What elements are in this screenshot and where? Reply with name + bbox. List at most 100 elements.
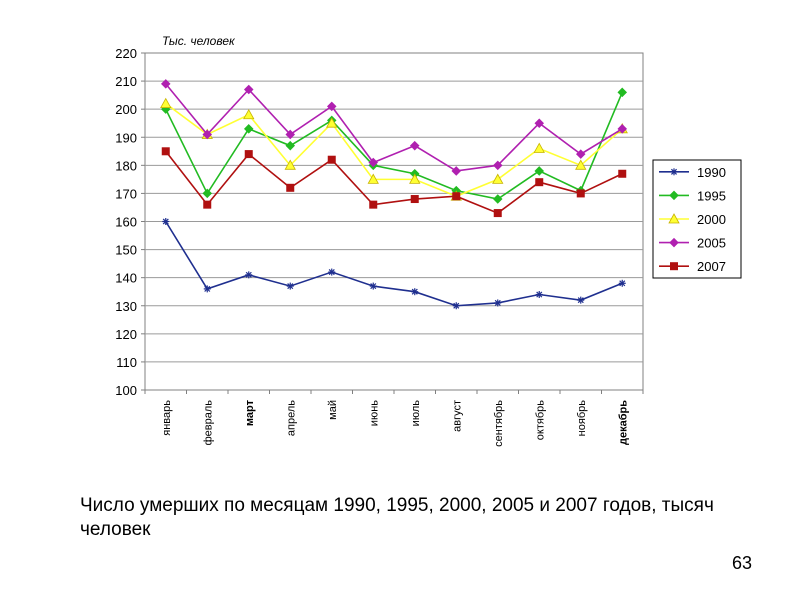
chart-caption: Число умерших по месяцам 1990, 1995, 200… xyxy=(80,495,714,540)
x-tick-label: август xyxy=(451,400,463,432)
data-point xyxy=(285,129,296,140)
data-point xyxy=(243,84,254,95)
legend-item: 2005 xyxy=(659,236,726,251)
data-point xyxy=(285,140,296,151)
data-point xyxy=(575,159,587,170)
data-point xyxy=(534,118,545,128)
data-point xyxy=(160,97,172,108)
data-point xyxy=(162,218,170,225)
data-point xyxy=(244,150,253,159)
data-point xyxy=(668,213,680,224)
y-tick-label: 210 xyxy=(115,74,137,89)
legend-item: 2007 xyxy=(659,259,726,274)
x-tick-label: сентябрь xyxy=(493,400,505,447)
data-point xyxy=(576,189,585,198)
data-point xyxy=(368,157,379,168)
legend-label: 2005 xyxy=(697,236,726,251)
data-point xyxy=(492,160,503,171)
x-tick-label: ноябрь xyxy=(576,400,588,437)
data-point xyxy=(494,299,502,307)
legend-label: 2000 xyxy=(697,212,726,227)
series-line xyxy=(165,92,623,200)
data-point xyxy=(535,291,543,299)
data-point xyxy=(245,271,253,279)
x-tick-label: февраль xyxy=(202,400,214,446)
data-point xyxy=(452,192,461,201)
data-point xyxy=(202,188,213,199)
data-point xyxy=(410,195,419,204)
data-point xyxy=(618,279,626,287)
series-1990 xyxy=(162,218,626,310)
data-point xyxy=(367,173,379,184)
y-tick-label: 110 xyxy=(116,355,137,370)
legend-item: 2000 xyxy=(659,212,726,227)
data-point xyxy=(411,288,419,296)
x-tick-label: январь xyxy=(161,400,173,436)
data-point xyxy=(326,117,338,128)
series-line xyxy=(165,150,623,214)
data-point xyxy=(161,147,170,156)
legend-label: 2007 xyxy=(697,259,726,274)
data-point xyxy=(243,108,255,120)
x-tick-label: март xyxy=(244,399,256,426)
x-tick-label: декабрь xyxy=(617,400,629,445)
y-tick-label: 130 xyxy=(115,299,137,314)
data-point xyxy=(327,155,336,164)
data-point xyxy=(369,200,378,209)
y-tick-label: 100 xyxy=(115,383,137,398)
x-tick-label: май xyxy=(327,400,339,420)
data-point xyxy=(535,178,544,187)
x-tick-label: апрель xyxy=(285,400,297,436)
data-point xyxy=(160,79,171,89)
plot-area: 100 110 120 130 140 150 160 170 180 190 200 210 220 я… xyxy=(115,46,644,447)
x-tick-label: октябрь xyxy=(534,400,546,440)
data-point xyxy=(577,296,585,304)
y-unit-label: Тыс. человек xyxy=(162,34,236,48)
data-point xyxy=(493,209,502,218)
legend-item: 1995 xyxy=(659,188,726,203)
data-point xyxy=(452,302,460,310)
data-point xyxy=(369,282,377,290)
legend-label: 1990 xyxy=(697,165,726,180)
data-point xyxy=(670,168,678,176)
data-point xyxy=(243,124,254,134)
y-tick-label: 180 xyxy=(115,158,137,173)
chart-legend: 1990 1995 2000 2005 2007 xyxy=(652,159,742,279)
data-point xyxy=(451,166,462,176)
data-point xyxy=(326,101,337,112)
legend-item: 1990 xyxy=(659,165,726,180)
series-line xyxy=(165,221,623,307)
data-point xyxy=(575,149,586,159)
data-point xyxy=(203,200,212,209)
legend-label: 1995 xyxy=(697,188,726,203)
y-tick-label: 200 xyxy=(115,102,137,117)
y-tick-label: 190 xyxy=(115,130,137,145)
y-tick-label: 170 xyxy=(115,186,137,201)
data-point xyxy=(617,87,628,98)
y-tick-label: 120 xyxy=(115,327,137,342)
x-tick-label: июнь xyxy=(368,400,380,426)
data-point xyxy=(669,237,679,248)
data-point xyxy=(534,166,545,176)
series-2005 xyxy=(160,79,628,176)
y-tick-label: 150 xyxy=(115,243,137,258)
data-point xyxy=(409,173,421,184)
y-tick-label: 160 xyxy=(115,215,137,230)
data-point xyxy=(670,262,679,271)
data-point xyxy=(492,194,503,204)
series-line xyxy=(165,102,623,198)
y-tick-label: 220 xyxy=(115,46,137,61)
data-point xyxy=(533,142,545,153)
y-tick-label: 140 xyxy=(115,271,137,286)
data-point xyxy=(669,190,679,201)
series-2007 xyxy=(161,147,627,218)
data-point xyxy=(409,140,420,151)
data-point xyxy=(617,124,628,134)
data-point xyxy=(492,173,504,184)
x-tick-label: июль xyxy=(410,400,422,427)
data-point xyxy=(618,169,627,178)
page-number: 63 xyxy=(731,553,752,573)
data-point xyxy=(202,129,213,140)
data-point xyxy=(286,282,294,290)
series-line xyxy=(165,83,623,172)
